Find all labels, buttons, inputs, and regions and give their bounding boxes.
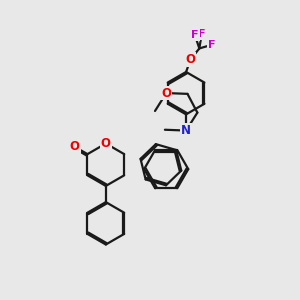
Text: O: O <box>70 140 80 153</box>
Text: O: O <box>101 137 111 150</box>
Text: F: F <box>191 30 199 40</box>
Text: N: N <box>181 124 191 137</box>
Text: F: F <box>198 29 206 39</box>
Text: O: O <box>161 86 171 100</box>
Text: F: F <box>208 40 215 50</box>
Text: O: O <box>185 53 196 66</box>
